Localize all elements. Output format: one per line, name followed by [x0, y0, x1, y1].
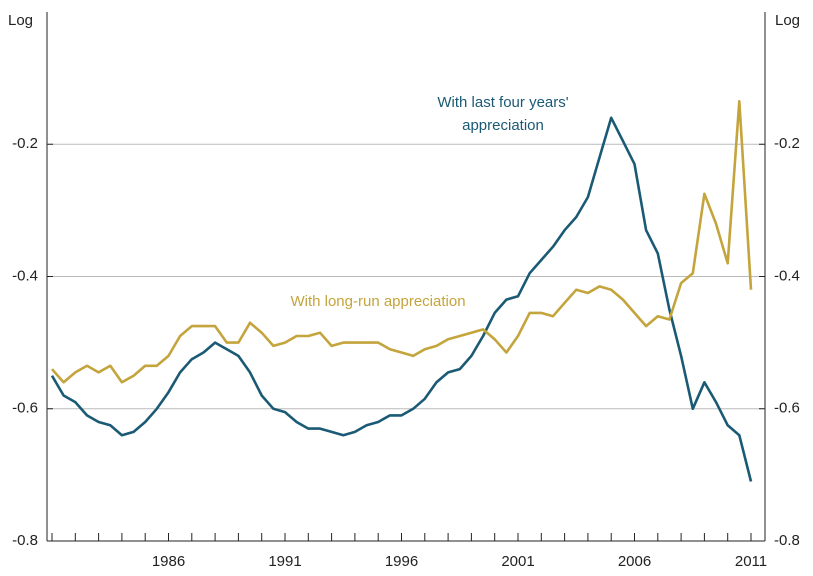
- y-tick-label: -0.8: [12, 532, 38, 549]
- y-tick-label: -0.6: [774, 400, 800, 417]
- annotation: appreciation: [462, 117, 544, 134]
- x-tick-label: 2001: [501, 553, 534, 570]
- x-tick-label: 1991: [268, 553, 301, 570]
- x-tick-label: 2011: [735, 553, 767, 570]
- y-tick-label: -0.4: [12, 267, 38, 284]
- y-tick-label: -0.2: [12, 135, 38, 152]
- y-tick-label: -0.8: [774, 532, 800, 549]
- y-axis-label-left: Log: [8, 12, 33, 29]
- y-tick-label: -0.4: [774, 267, 800, 284]
- annotation: With last four years': [437, 94, 568, 111]
- series-line: [50, 116, 753, 482]
- annotation: With long-run appreciation: [290, 293, 465, 310]
- x-tick-label: 1986: [152, 553, 185, 570]
- y-tick-label: -0.6: [12, 400, 38, 417]
- x-tick-label: 1996: [385, 553, 418, 570]
- x-tick-label: 2006: [618, 553, 651, 570]
- y-axis-label-right: Log: [775, 12, 800, 29]
- y-tick-label: -0.2: [774, 135, 800, 152]
- series-line: [51, 100, 753, 384]
